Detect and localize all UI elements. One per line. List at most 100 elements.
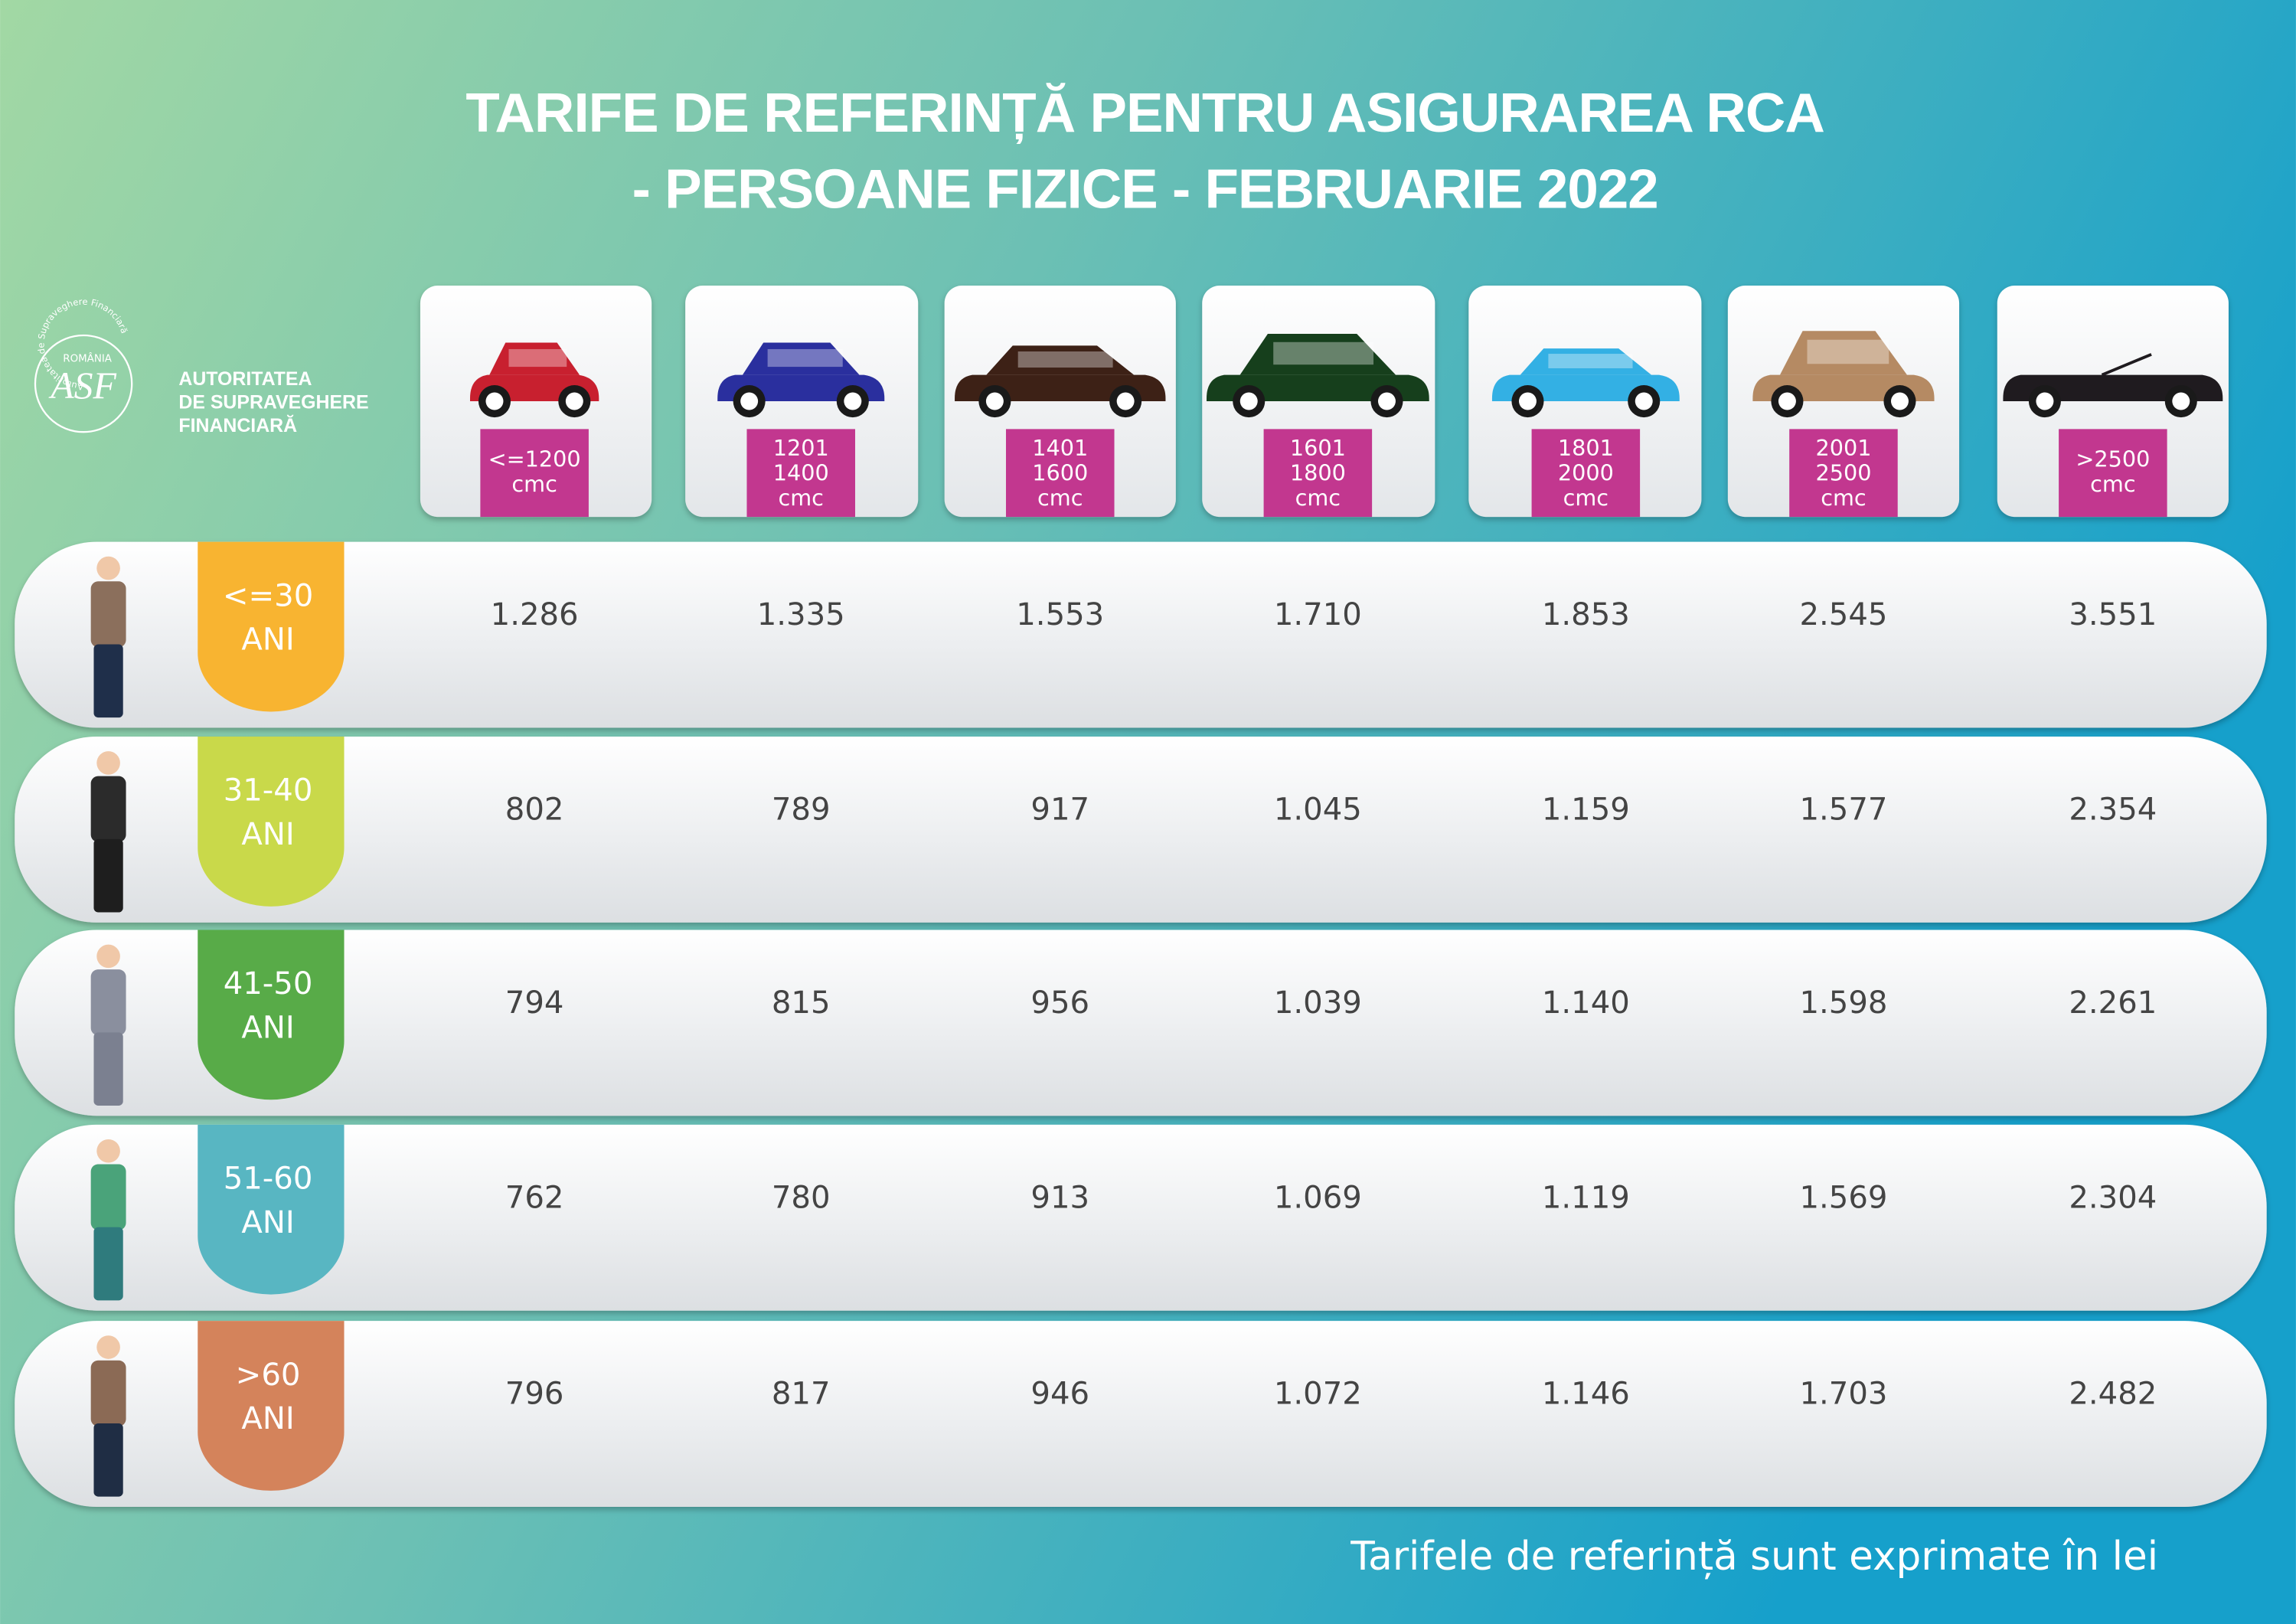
cc-label: 1601 [1290,435,1346,461]
rate-value: 913 [1030,1180,1089,1215]
person-head [96,556,120,580]
car-hub [2172,392,2190,410]
footer-note: Tarifele de referință sunt exprimate în … [1350,1534,2158,1580]
cc-label: cmc [1821,485,1866,511]
cc-badge [2059,429,2167,518]
cc-label: 1401 [1032,435,1088,461]
cc-label: 2500 [1815,460,1871,486]
rate-value: 956 [1030,985,1089,1021]
table-row: <=30 ANI 1.286 1.335 1.553 1.710 1.853 2.545 3.5… [15,541,2267,728]
rate-value: 1.853 [1542,597,1630,632]
car-hub [844,392,862,410]
age-label: ANI [241,1011,294,1046]
cc-label: cmc [1563,485,1609,511]
table-row: >60 ANI 796 817 946 1.072 1.146 1.703 2.482 [15,1321,2267,1507]
cc-badge [1789,429,1898,518]
car-cabin [1779,331,1907,375]
rate-value: 794 [505,985,564,1021]
rate-value: 815 [772,985,831,1021]
table-row: 41-50 ANI 794 815 956 1.039 1.140 1.598 2.261 [15,930,2267,1116]
car-window [767,348,843,368]
car-hub [1518,392,1537,410]
age-tab [198,541,345,712]
rate-value: 1.045 [1274,792,1362,828]
car-cabin [1520,348,1652,375]
car-hub [1778,392,1796,410]
rate-value: 802 [505,792,564,828]
rate-value: 1.159 [1542,792,1630,828]
rate-value: 1.569 [1799,1180,1887,1215]
car-hub [1116,392,1135,410]
cc-label: cmc [778,485,823,511]
rate-value: 1.069 [1274,1180,1362,1215]
age-tab [198,1321,345,1491]
row-band [15,930,2267,1116]
cc-badge [1005,429,1115,518]
cc-label: 2000 [1558,460,1614,486]
age-label: ANI [241,817,294,852]
rate-value: 946 [1030,1377,1089,1412]
cc-label: >2500 [2076,446,2150,472]
rate-value: 817 [772,1377,831,1412]
rate-value: 1.710 [1274,597,1362,632]
person-legs [93,644,123,718]
rate-value: 796 [505,1377,564,1412]
rate-value: 1.119 [1542,1180,1630,1215]
person-torso [90,1360,126,1426]
car-window [1548,354,1633,369]
cc-label: cmc [511,471,557,497]
age-label: ANI [241,622,294,658]
logo-ring [34,334,133,433]
cc-label: cmc [2090,471,2135,497]
car-hub [1239,392,1258,410]
rate-value: 1.335 [757,597,845,632]
logo-country: ROMÂNIA [63,351,112,364]
car-hub [2036,392,2054,410]
column-headers: <=1200cmc12011400cmc14011600cmc16011800c… [420,285,2229,518]
rate-value: 1.286 [491,597,579,632]
title-line: - PERSOANE FIZICE - FEBRUARIE 2022 [632,158,1658,221]
cc-label: <=1200 [488,446,581,472]
car-card [1727,285,1960,518]
person-torso [90,581,126,648]
rate-value: 2.261 [2069,985,2157,1021]
cc-badge [1531,429,1641,518]
row-band [15,1124,2267,1311]
rate-value: 1.598 [1799,985,1887,1021]
logo-name: AUTORITATEA [178,368,312,390]
car-hub [1890,392,1909,410]
age-label: <=30 [223,578,313,613]
row-band [15,1321,2267,1507]
cc-badge [746,429,855,518]
row-band [15,737,2267,923]
car-window [1273,341,1374,365]
person-torso [90,1164,126,1230]
rate-value: 917 [1030,792,1089,828]
rate-value: 2.545 [1799,597,1887,632]
table-row: 31-40 ANI 802 789 917 1.045 1.159 1.577 2.354 [15,737,2267,923]
car-hub [740,392,759,410]
cc-label: 1801 [1558,435,1614,461]
person-legs [93,1423,123,1497]
cc-label: 1201 [773,435,829,461]
rate-value: 1.146 [1542,1377,1630,1412]
cc-badge [1263,429,1373,518]
cc-label: 2001 [1815,435,1871,461]
cc-label: 1600 [1032,460,1088,486]
age-label: >60 [236,1358,301,1393]
car-top [2101,353,2152,377]
logo-name: FINANCIARĂ [178,414,297,436]
person-torso [90,776,126,842]
rate-value: 2.304 [2069,1180,2157,1215]
car-card [420,285,652,518]
rate-value: 789 [772,792,831,828]
car-window [1807,339,1889,364]
rate-value: 2.354 [2069,792,2157,828]
